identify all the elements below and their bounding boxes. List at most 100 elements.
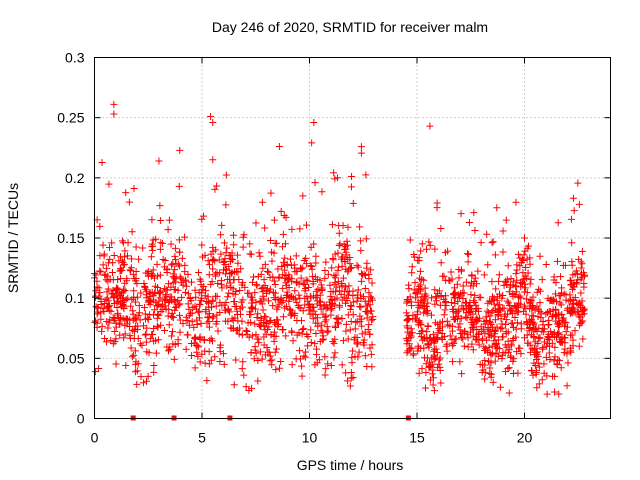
- data-point: [358, 270, 366, 278]
- data-point: [195, 268, 203, 276]
- data-point: [193, 348, 201, 356]
- data-point: [279, 243, 287, 251]
- data-point: [486, 364, 494, 372]
- data-point: [357, 237, 365, 245]
- data-point: [486, 319, 494, 327]
- data-point: [486, 312, 494, 320]
- data-point: [312, 329, 320, 337]
- data-point: [268, 356, 276, 364]
- data-point: [165, 321, 173, 329]
- data-point: [576, 299, 584, 307]
- data-point: [209, 255, 217, 263]
- data-point: [225, 263, 233, 271]
- data-point: [254, 310, 262, 318]
- data-point: [323, 304, 331, 312]
- data-point: [368, 296, 376, 304]
- data-point: [459, 282, 467, 290]
- data-point: [267, 237, 275, 245]
- data-point: [577, 264, 585, 272]
- data-point: [317, 298, 325, 306]
- data-point: [202, 306, 210, 314]
- data-point: [577, 289, 585, 297]
- data-point: [277, 207, 285, 215]
- data-point: [184, 290, 192, 298]
- data-point: [490, 337, 498, 345]
- data-point: [320, 301, 328, 309]
- data-point: [271, 281, 279, 289]
- data-point: [123, 252, 131, 260]
- data-point: [415, 285, 423, 293]
- data-point: [575, 342, 583, 350]
- x-tick-label: 5: [198, 430, 206, 446]
- data-point: [225, 289, 233, 297]
- data-point: [537, 314, 545, 322]
- data-point: [130, 335, 138, 343]
- data-point: [403, 299, 411, 307]
- data-point: [449, 305, 457, 313]
- data-point: [347, 317, 355, 325]
- data-point: [494, 312, 502, 320]
- data-point: [494, 301, 502, 309]
- data-point: [105, 306, 113, 314]
- data-point: [492, 285, 500, 293]
- data-point: [448, 327, 456, 335]
- data-point: [153, 260, 161, 268]
- data-point: [368, 363, 376, 371]
- data-point: [545, 349, 553, 357]
- data-point: [176, 328, 184, 336]
- data-point: [574, 299, 582, 307]
- data-point: [496, 383, 504, 391]
- data-point: [191, 286, 199, 294]
- data-point: [164, 226, 172, 234]
- data-point: [556, 299, 564, 307]
- data-point: [570, 207, 578, 215]
- data-point: [253, 314, 261, 322]
- data-point: [194, 352, 202, 360]
- data-point: [512, 283, 520, 291]
- data-point: [272, 320, 280, 328]
- data-point: [231, 314, 239, 322]
- data-point: [403, 297, 411, 305]
- data-point: [452, 309, 460, 317]
- data-point: [122, 361, 130, 369]
- data-point: [209, 314, 217, 322]
- chart-title: Day 246 of 2020, SRMTID for receiver mal…: [212, 19, 488, 35]
- data-point: [184, 270, 192, 278]
- data-point: [198, 294, 206, 302]
- data-point: [426, 241, 434, 249]
- data-point: [301, 287, 309, 295]
- data-point: [99, 261, 107, 269]
- data-point: [163, 286, 171, 294]
- data-point: [98, 158, 106, 166]
- data-point: [512, 270, 520, 278]
- data-point: [157, 239, 165, 247]
- data-point: [464, 250, 472, 258]
- data-point: [312, 252, 320, 260]
- data-point: [107, 336, 115, 344]
- data-point: [479, 366, 487, 374]
- data-point: [524, 242, 532, 250]
- data-point: [324, 327, 332, 335]
- data-point: [233, 251, 241, 259]
- data-point: [217, 277, 225, 285]
- data-point: [135, 255, 143, 263]
- data-point: [196, 358, 204, 366]
- data-point: [226, 279, 234, 287]
- data-point: [540, 328, 548, 336]
- data-point: [505, 389, 513, 397]
- data-point: [220, 239, 228, 247]
- data-point: [426, 376, 434, 384]
- data-point: [232, 356, 240, 364]
- data-point: [439, 318, 447, 326]
- data-point: [561, 339, 569, 347]
- data-point: [308, 139, 316, 147]
- data-point: [517, 350, 525, 358]
- data-point: [457, 210, 465, 218]
- data-point: [139, 244, 147, 252]
- data-point: [560, 290, 568, 298]
- data-point: [546, 297, 554, 305]
- data-point: [110, 110, 118, 118]
- data-point: [284, 291, 292, 299]
- data-point: [437, 292, 445, 300]
- data-point: [303, 260, 311, 268]
